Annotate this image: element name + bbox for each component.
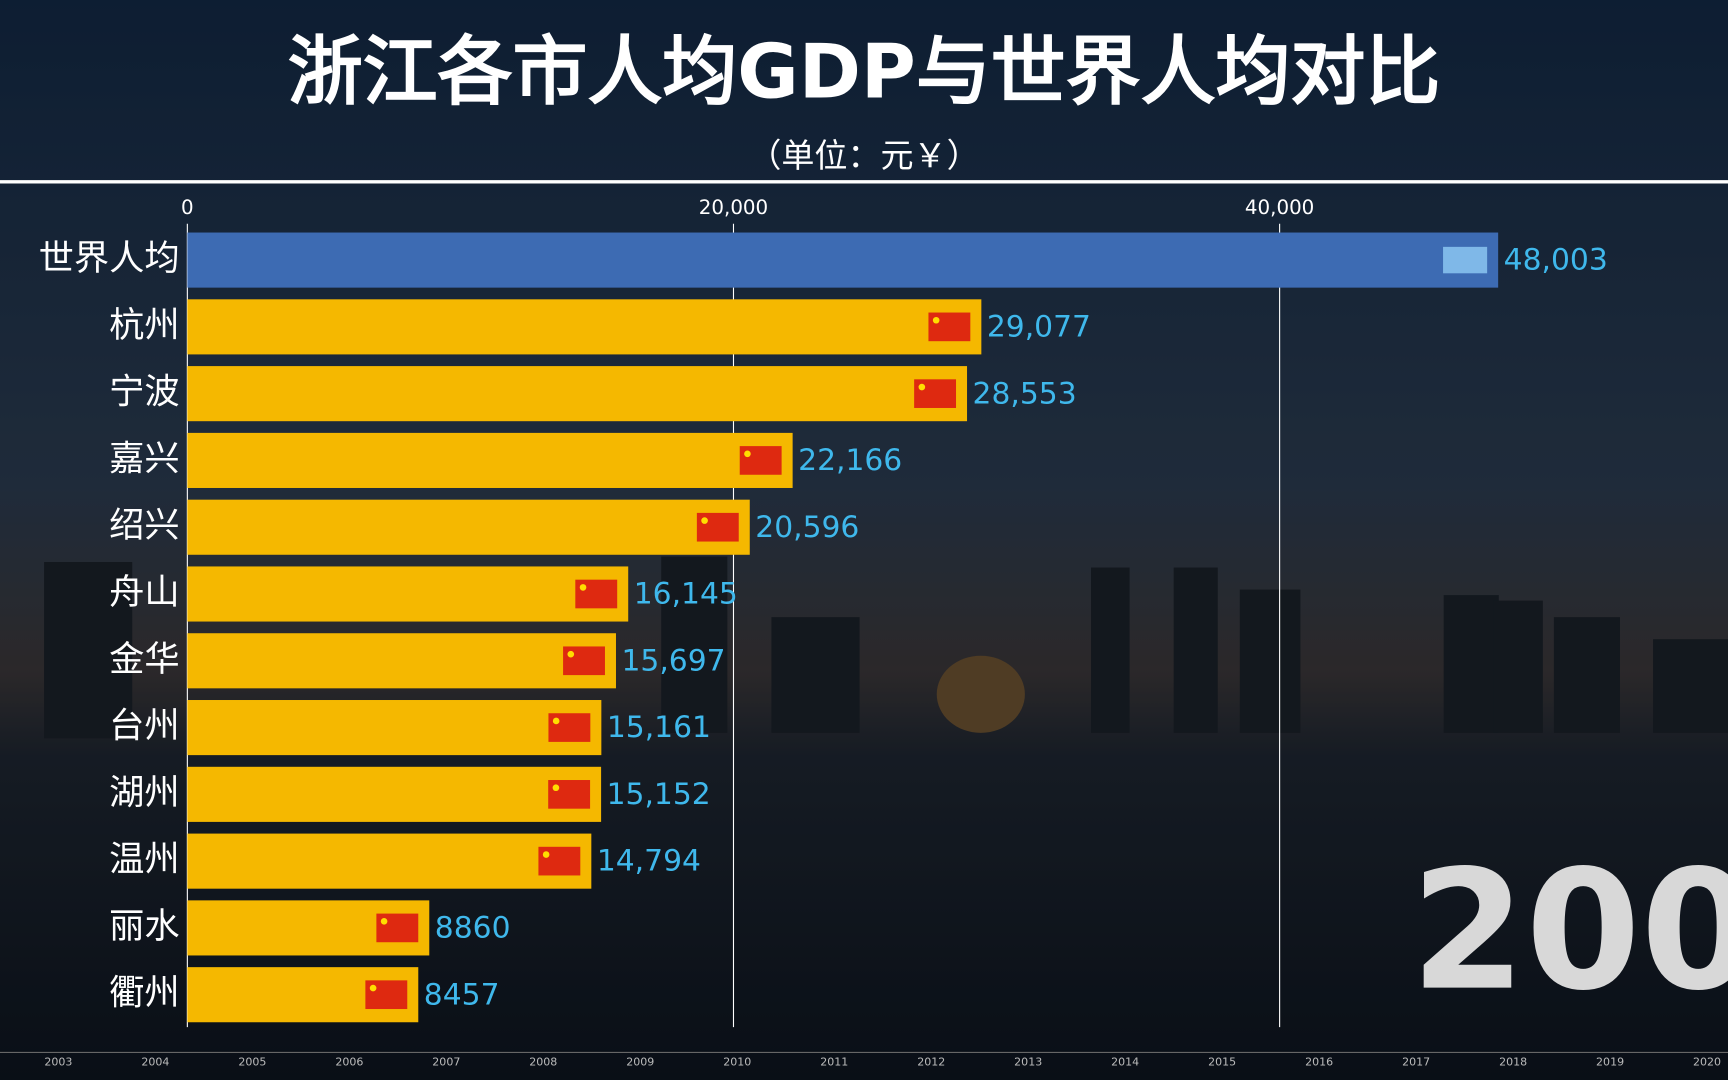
y-tick-label: 温州 <box>109 839 180 880</box>
timeline-label: 2008 <box>529 1055 557 1068</box>
timeline-label: 2012 <box>917 1055 945 1068</box>
flag <box>928 312 971 342</box>
bar <box>187 566 629 622</box>
flag-star <box>701 517 708 524</box>
flag <box>739 446 782 475</box>
value-label: 16,145 <box>634 577 738 612</box>
timeline-label: 2018 <box>1499 1055 1527 1068</box>
value-label: 20,596 <box>755 510 859 545</box>
y-tick-label: 湖州 <box>109 772 180 813</box>
value-label: 48,003 <box>1504 243 1608 278</box>
y-tick-label: 绍兴 <box>109 505 180 546</box>
value-label: 15,697 <box>621 643 725 678</box>
timeline-label: 2017 <box>1402 1055 1430 1068</box>
x-tick-label: 0 <box>181 196 194 219</box>
timeline-label: 2013 <box>1014 1055 1042 1068</box>
flag-star <box>918 383 926 391</box>
value-label: 8860 <box>435 911 511 946</box>
timeline-label: 2014 <box>1111 1055 1139 1068</box>
bar <box>187 432 793 488</box>
flag <box>548 713 591 742</box>
value-label: 8457 <box>424 977 500 1012</box>
flag <box>538 846 581 876</box>
y-tick-label: 台州 <box>109 706 180 747</box>
flag <box>914 379 957 408</box>
flag <box>1443 246 1488 274</box>
chart-title: 浙江各市人均GDP与世界人均对比 <box>288 28 1441 116</box>
x-tick-label: 40,000 <box>1245 196 1314 219</box>
flag <box>365 980 408 1010</box>
y-tick-label: 丽水 <box>109 906 180 947</box>
timeline-label: 2016 <box>1305 1055 1333 1068</box>
flag-star <box>542 851 550 858</box>
y-tick-label: 宁波 <box>109 372 180 413</box>
y-tick-label: 衢州 <box>109 973 180 1014</box>
bar <box>187 232 1499 288</box>
flag-star <box>932 316 940 324</box>
timeline-label: 2009 <box>626 1055 654 1068</box>
timeline-label: 2005 <box>238 1055 266 1068</box>
flag <box>376 913 419 943</box>
bar <box>187 700 602 756</box>
value-label: 29,077 <box>987 309 1091 344</box>
timeline-label: 2019 <box>1596 1055 1624 1068</box>
timeline-label: 2015 <box>1208 1055 1236 1068</box>
timeline-label: 2020 <box>1693 1055 1721 1068</box>
timeline-label: 2004 <box>141 1055 169 1068</box>
flag-star <box>552 717 560 725</box>
y-tick-label: 杭州 <box>109 305 180 346</box>
flag <box>575 579 618 609</box>
timeline-label: 2006 <box>335 1055 363 1068</box>
timeline-label: 2007 <box>432 1055 460 1068</box>
flag-star <box>552 784 560 792</box>
value-label: 15,161 <box>607 710 711 745</box>
timeline-label: 2003 <box>44 1055 72 1068</box>
y-tick-label: 金华 <box>109 639 180 680</box>
x-tick-label: 20,000 <box>699 196 768 219</box>
value-label: 14,794 <box>597 844 701 879</box>
timeline-label: 2010 <box>723 1055 751 1068</box>
flag <box>563 646 605 676</box>
bar <box>187 766 602 822</box>
chart-subtitle: （单位：元￥） <box>748 136 979 175</box>
bar <box>187 833 592 889</box>
value-label: 22,166 <box>798 443 902 478</box>
year-label: 2002 <box>1411 835 1728 1027</box>
flag-star <box>744 450 751 458</box>
flag <box>548 780 591 809</box>
flag-star <box>380 918 388 925</box>
bar <box>187 499 750 555</box>
flag-star <box>579 584 587 591</box>
y-tick-label: 嘉兴 <box>109 438 180 479</box>
y-tick-label: 舟山 <box>109 572 180 613</box>
skyline <box>44 556 1728 739</box>
flag-star <box>369 984 377 992</box>
flag-star <box>567 650 575 658</box>
flag <box>696 512 739 542</box>
timeline-label: 2011 <box>820 1055 848 1068</box>
value-label: 28,553 <box>973 376 1077 411</box>
bar <box>187 366 968 422</box>
value-label: 15,152 <box>607 777 711 812</box>
bar <box>187 299 982 355</box>
y-tick-label: 世界人均 <box>39 238 180 279</box>
bar <box>187 633 616 689</box>
